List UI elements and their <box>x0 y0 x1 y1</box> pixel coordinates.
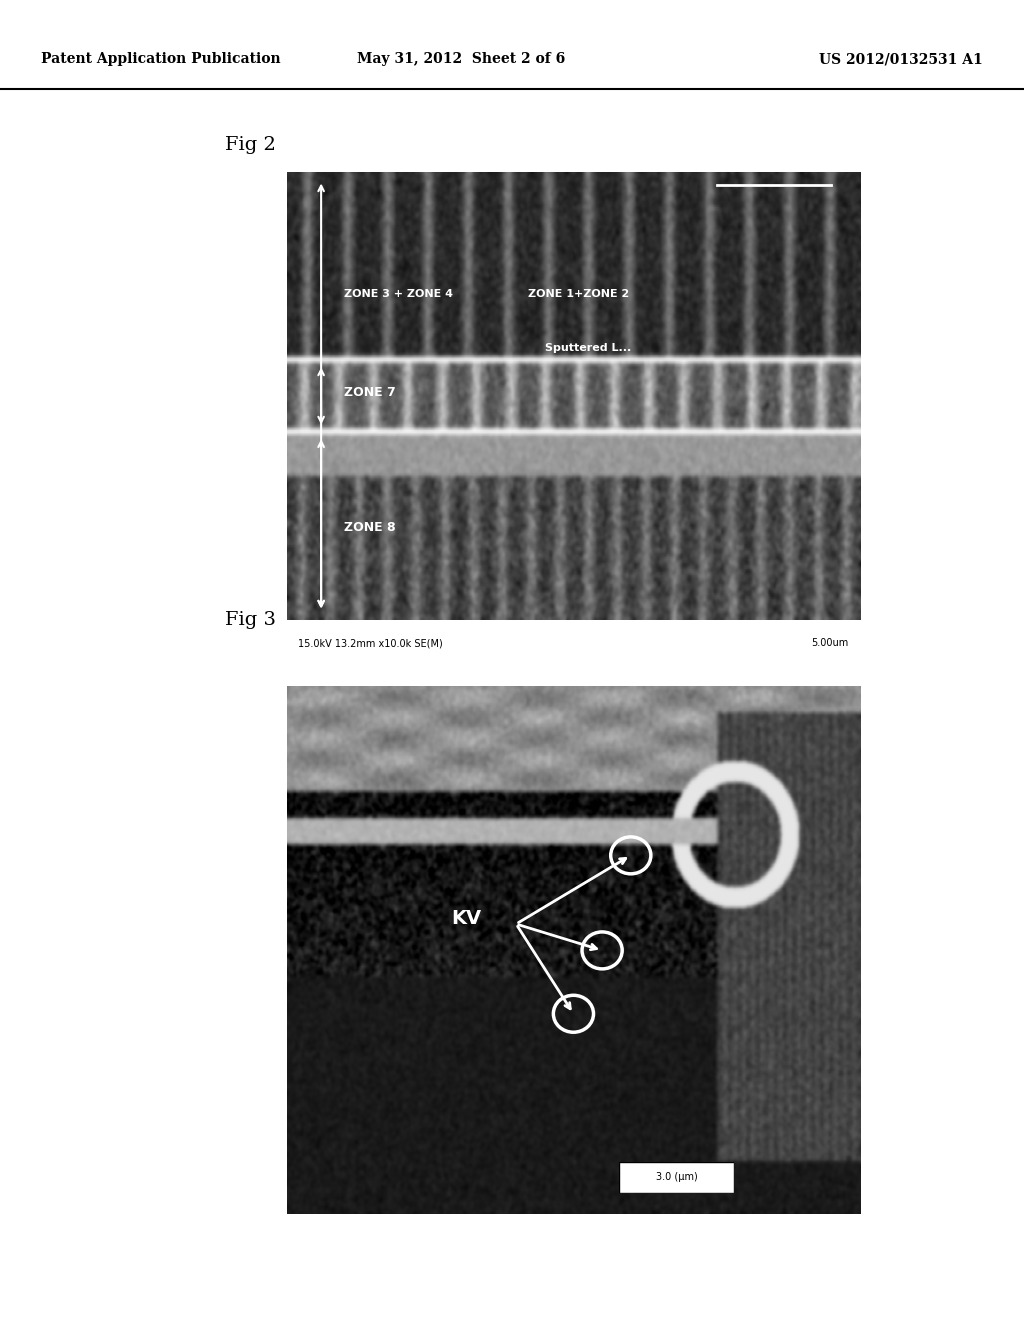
Text: Fig 3: Fig 3 <box>225 611 276 630</box>
Text: KV: KV <box>452 909 481 928</box>
Text: Sputtered L...: Sputtered L... <box>545 343 631 354</box>
Text: ZONE 1+ZONE 2: ZONE 1+ZONE 2 <box>527 289 629 300</box>
Text: 15.0kV 13.2mm x10.0k SE(M): 15.0kV 13.2mm x10.0k SE(M) <box>298 639 443 648</box>
Text: 5.00um: 5.00um <box>811 639 849 648</box>
Text: May 31, 2012  Sheet 2 of 6: May 31, 2012 Sheet 2 of 6 <box>356 53 565 66</box>
Text: Fig 2: Fig 2 <box>225 136 276 154</box>
Text: ZONE 8: ZONE 8 <box>344 520 395 533</box>
Text: ZONE 3 + ZONE 4: ZONE 3 + ZONE 4 <box>344 289 453 300</box>
Text: ZONE 7: ZONE 7 <box>344 385 396 399</box>
Text: Patent Application Publication: Patent Application Publication <box>41 53 281 66</box>
Text: US 2012/0132531 A1: US 2012/0132531 A1 <box>819 53 983 66</box>
